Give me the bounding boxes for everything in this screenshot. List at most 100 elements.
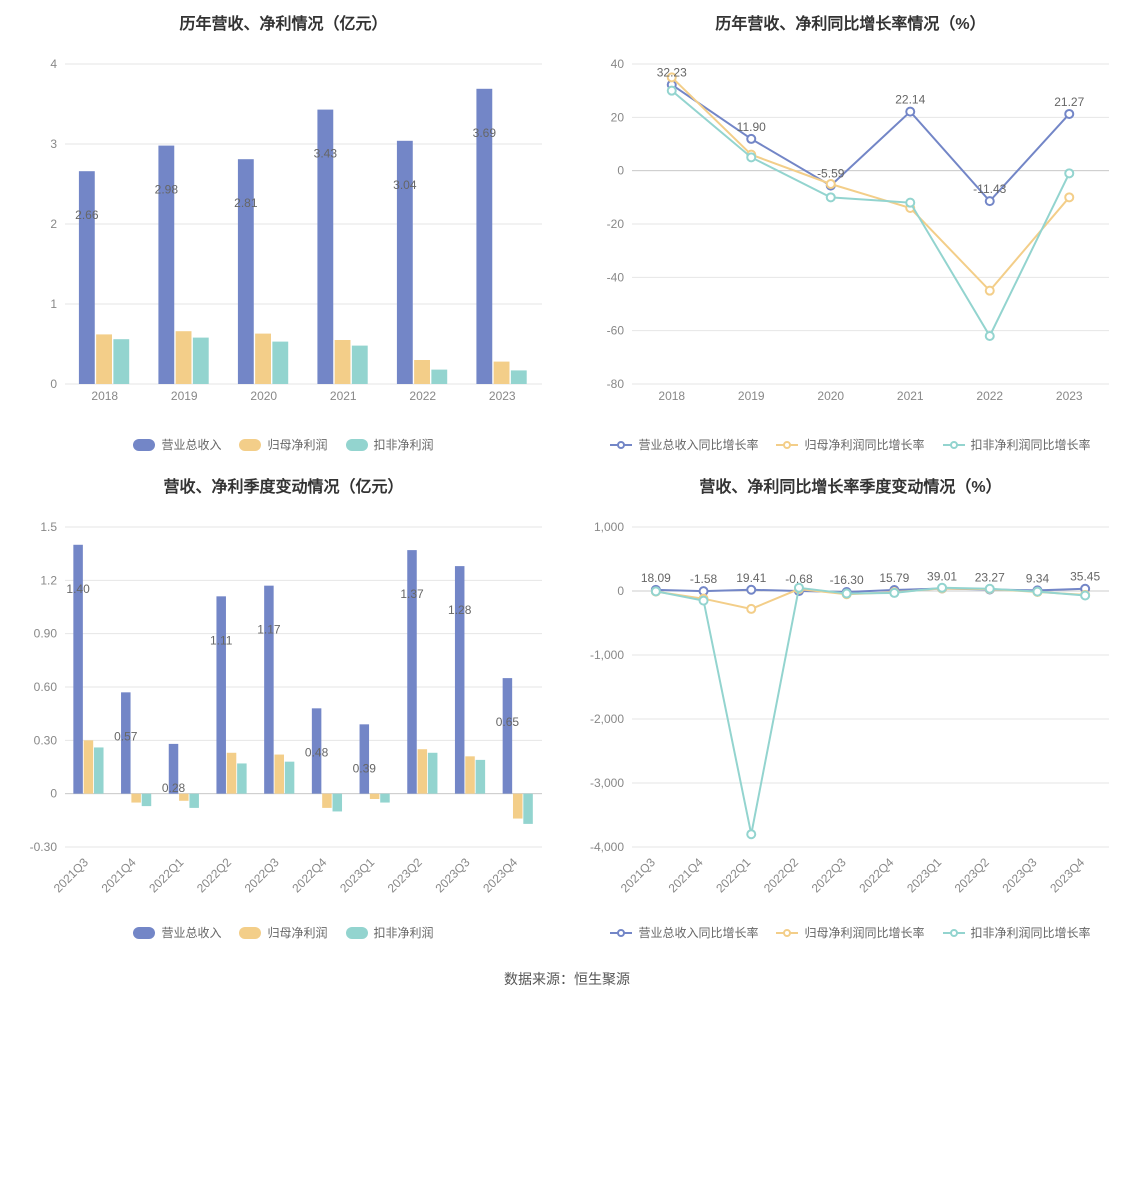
series-point — [938, 584, 946, 592]
legend-swatch-bar — [239, 927, 261, 939]
series-line — [672, 85, 1070, 201]
svg-text:1,000: 1,000 — [594, 520, 624, 534]
svg-text:-5.59: -5.59 — [817, 167, 845, 181]
series-point — [668, 87, 676, 95]
legend-bottomleft: 营业总收入归母净利润扣非净利润 — [10, 924, 557, 941]
bar — [503, 678, 513, 794]
svg-text:2022: 2022 — [976, 389, 1003, 403]
svg-text:2022Q2: 2022Q2 — [194, 855, 234, 895]
bar — [113, 339, 129, 384]
series-point — [652, 587, 660, 595]
svg-text:3: 3 — [50, 137, 57, 151]
svg-text:9.34: 9.34 — [1026, 571, 1050, 585]
bar — [274, 755, 284, 794]
svg-text:2021Q4: 2021Q4 — [99, 855, 139, 895]
svg-text:2023Q1: 2023Q1 — [904, 855, 944, 895]
svg-text:2019: 2019 — [738, 389, 765, 403]
legend-label: 营业总收入 — [161, 436, 221, 453]
series-line — [656, 588, 1085, 834]
series-line — [672, 91, 1070, 336]
svg-text:-60: -60 — [607, 324, 625, 338]
svg-text:1.11: 1.11 — [210, 633, 233, 647]
legend-topleft: 营业总收入归母净利润扣非净利润 — [10, 436, 557, 453]
bar — [84, 740, 94, 793]
svg-text:0: 0 — [617, 164, 624, 178]
bar — [216, 596, 226, 793]
legend-label: 归母净利润 — [267, 924, 327, 941]
bar — [158, 146, 174, 384]
svg-text:1.2: 1.2 — [40, 573, 57, 587]
svg-text:0.57: 0.57 — [114, 729, 138, 743]
series-point — [843, 590, 851, 598]
svg-text:1: 1 — [50, 297, 57, 311]
series-point — [906, 108, 914, 116]
svg-text:0.48: 0.48 — [305, 745, 329, 759]
svg-text:11.90: 11.90 — [737, 120, 766, 134]
svg-text:1.28: 1.28 — [448, 603, 472, 617]
series-point — [1033, 588, 1041, 596]
svg-text:-2,000: -2,000 — [590, 712, 624, 726]
bar — [455, 566, 465, 794]
bar — [414, 360, 430, 384]
series-point — [747, 135, 755, 143]
legend-label: 营业总收入同比增长率 — [638, 924, 758, 941]
svg-text:20: 20 — [611, 110, 625, 124]
series-point — [986, 197, 994, 205]
series-point — [1081, 591, 1089, 599]
bar — [176, 331, 192, 384]
chart-grid: 历年营收、净利情况（亿元） 01234201820192020202120222… — [0, 0, 1134, 951]
series-point — [986, 332, 994, 340]
bar — [335, 340, 351, 384]
svg-text:2023: 2023 — [1056, 389, 1083, 403]
svg-text:0.28: 0.28 — [162, 781, 186, 795]
chart-canvas-topleft: 012342018201920202021202220232.662.982.8… — [10, 44, 557, 424]
bar — [131, 794, 141, 803]
svg-text:2022: 2022 — [409, 389, 436, 403]
svg-text:-80: -80 — [607, 377, 625, 391]
svg-text:2021Q3: 2021Q3 — [618, 855, 658, 895]
legend-label: 归母净利润 — [267, 436, 327, 453]
chart-title: 历年营收、净利情况（亿元） — [10, 10, 557, 34]
svg-text:1.40: 1.40 — [66, 582, 90, 596]
legend-item: 营业总收入 — [133, 436, 221, 453]
legend-label: 营业总收入 — [161, 924, 221, 941]
svg-text:40: 40 — [611, 57, 625, 71]
bar — [380, 794, 390, 803]
bar — [465, 756, 475, 793]
svg-text:2022Q4: 2022Q4 — [856, 855, 896, 895]
legend-item: 营业总收入 — [133, 924, 221, 941]
chart-canvas-bottomleft: -0.3000.300.600.901.21.52021Q32021Q42022… — [10, 507, 557, 912]
series-point — [700, 597, 708, 605]
legend-swatch-bar — [133, 439, 155, 451]
svg-text:21.27: 21.27 — [1054, 95, 1084, 109]
svg-text:2023Q4: 2023Q4 — [1047, 855, 1087, 895]
svg-text:18.09: 18.09 — [641, 571, 671, 585]
svg-text:2019: 2019 — [171, 389, 198, 403]
svg-text:4: 4 — [50, 57, 57, 71]
series-point — [827, 180, 835, 188]
svg-text:2023: 2023 — [489, 389, 516, 403]
svg-text:1.17: 1.17 — [257, 623, 281, 637]
legend-label: 营业总收入同比增长率 — [638, 436, 758, 453]
svg-text:2023Q3: 2023Q3 — [432, 855, 472, 895]
svg-text:2021: 2021 — [897, 389, 924, 403]
legend-swatch-line — [610, 439, 632, 451]
svg-text:2.98: 2.98 — [155, 183, 179, 197]
series-point — [986, 585, 994, 593]
bar — [237, 763, 247, 793]
bar — [511, 370, 527, 384]
bar — [333, 794, 343, 812]
series-point — [747, 586, 755, 594]
legend-label: 归母净利润同比增长率 — [804, 924, 924, 941]
svg-text:-4,000: -4,000 — [590, 840, 624, 854]
legend-item: 营业总收入同比增长率 — [610, 436, 758, 453]
series-point — [986, 287, 994, 295]
svg-text:0.30: 0.30 — [34, 733, 58, 747]
bar — [360, 724, 370, 793]
legend-swatch-bar — [346, 439, 368, 451]
svg-text:2023Q2: 2023Q2 — [952, 855, 992, 895]
legend-item: 扣非净利润同比增长率 — [943, 924, 1091, 941]
bar — [94, 747, 104, 793]
chart-title: 营收、净利季度变动情况（亿元） — [10, 473, 557, 497]
legend-swatch-line — [776, 927, 798, 939]
